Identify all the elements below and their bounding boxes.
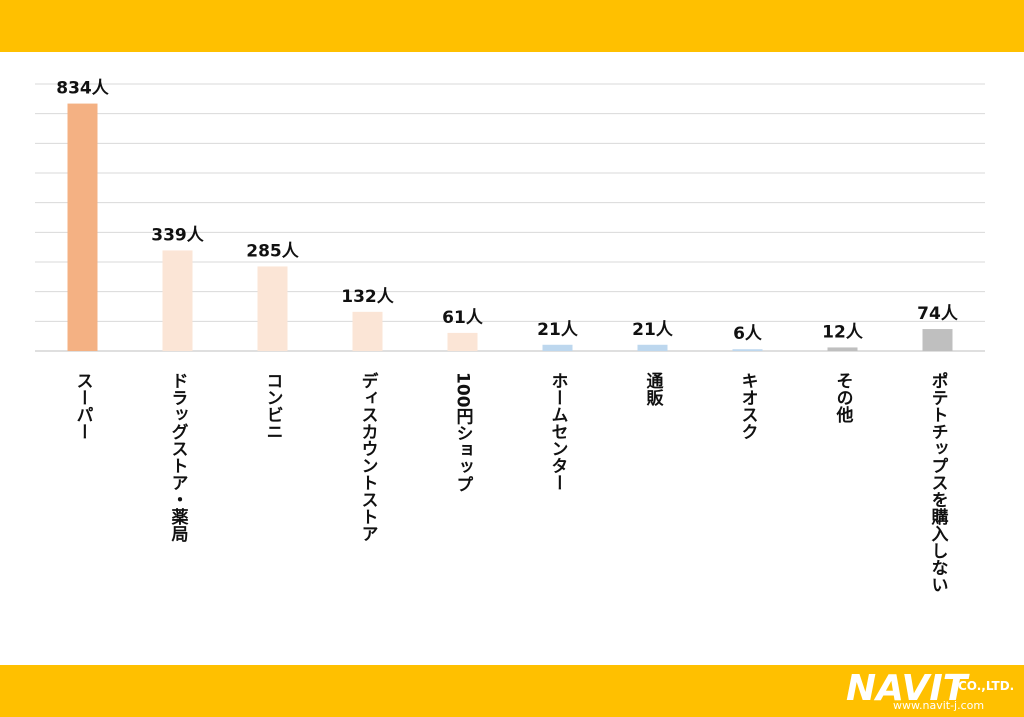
bar <box>257 266 288 351</box>
value-label: 74人 <box>917 304 959 324</box>
value-label: 834人 <box>56 79 109 99</box>
value-label: 132人 <box>341 287 394 307</box>
value-label: 21人 <box>537 320 579 340</box>
x-tick-label: ドラッグストア・薬局 <box>168 372 189 543</box>
bar <box>67 103 98 351</box>
x-tick-label: スーパー <box>73 372 94 440</box>
x-tick-label: ポテトチップスを購入しない <box>928 371 949 593</box>
x-tick-label: ディスカウントストア <box>358 371 378 542</box>
x-tick-label: 100円ショップ <box>453 372 473 493</box>
bar <box>637 344 668 351</box>
value-label: 6人 <box>733 324 763 344</box>
bar <box>447 332 478 351</box>
bar <box>732 349 763 351</box>
bar <box>922 329 953 351</box>
value-label: 285人 <box>246 241 299 261</box>
bar <box>162 250 193 351</box>
x-tick-label: 通販 <box>643 372 664 407</box>
bar <box>542 344 573 351</box>
bar <box>827 347 858 351</box>
x-tick-label: コンビニ <box>263 372 283 440</box>
value-label: 12人 <box>822 322 864 342</box>
x-tick-label: ホームセンター <box>548 372 569 491</box>
value-label: 339人 <box>151 225 204 245</box>
logo-url: www.navit-j.com <box>893 699 984 712</box>
x-tick-label: その他 <box>833 372 855 423</box>
logo-brand: NAVIT <box>846 668 970 709</box>
top-band <box>0 0 1024 52</box>
bottom-band <box>0 665 1024 717</box>
x-tick-label: キオスク <box>738 372 758 440</box>
logo-suffix: CO.,LTD. <box>958 679 1014 693</box>
value-label: 21人 <box>632 320 674 340</box>
bar <box>352 311 383 351</box>
value-label: 61人 <box>442 308 484 328</box>
